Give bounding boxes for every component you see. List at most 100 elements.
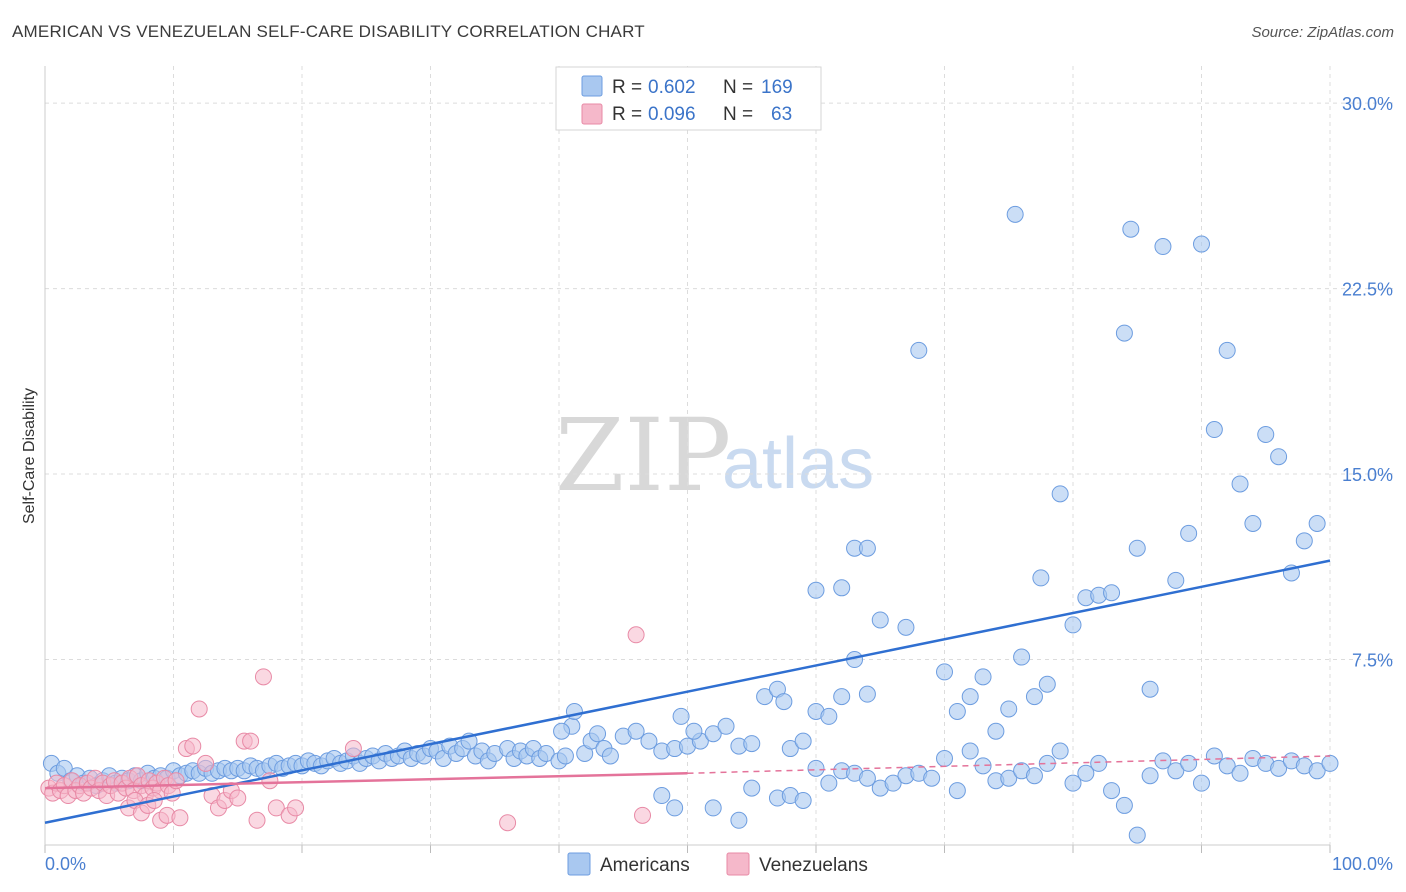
americans-point-185	[1167, 571, 1185, 589]
venezuelans-point-59	[344, 740, 362, 758]
americans-point-151	[1231, 764, 1249, 782]
venezuelans-point-56	[267, 799, 285, 817]
americans-point-175	[1038, 675, 1056, 693]
americans-point-87	[640, 732, 658, 750]
americans-point-129	[948, 782, 966, 800]
venezuelans-point-44	[190, 700, 208, 718]
legend-swatch-americans	[581, 75, 603, 97]
americans-point-92	[704, 725, 722, 743]
americans-point-171	[987, 722, 1005, 740]
venezuelans-point-58	[287, 799, 305, 817]
americans-point-173	[1013, 648, 1031, 666]
americans-point-148	[1193, 774, 1210, 792]
venezuelans-trend-line	[44, 772, 688, 790]
legend-r-value-venezuelans: 0.096	[648, 104, 696, 125]
americans-point-168	[948, 702, 966, 720]
venezuelans-point-50	[229, 789, 247, 807]
americans-point-114	[743, 779, 761, 797]
americans-point-196	[1308, 515, 1326, 533]
americans-point-146	[1167, 762, 1185, 780]
americans-point-183	[1141, 680, 1159, 698]
americans-point-176	[1051, 485, 1069, 503]
americans-point-184	[1154, 238, 1172, 256]
source-label: Source: ZipAtlas.com	[1251, 24, 1394, 41]
legend-r-label-americans: R =	[612, 77, 642, 98]
americans-point-82	[589, 725, 607, 743]
venezuelans-point-43	[184, 737, 202, 755]
y-tick-label-7.5: 7.5%	[1352, 651, 1393, 671]
legend-n-value-venezuelans: 63	[771, 104, 792, 125]
americans-point-122	[858, 769, 876, 787]
americans-point-193	[1270, 448, 1288, 466]
series-legend: Americans Venezuelans	[567, 852, 868, 876]
americans-point-190	[1231, 475, 1249, 493]
americans-trend-line	[44, 559, 1331, 824]
americans-point-172	[1000, 700, 1018, 718]
americans-point-135	[1025, 767, 1043, 785]
y-tick-label-22.5: 22.5%	[1342, 280, 1393, 300]
bottom-legend-americans: Americans	[600, 855, 690, 876]
americans-point-182	[1128, 539, 1146, 557]
americans-point-150	[1218, 757, 1236, 775]
americans-point-127	[923, 769, 941, 787]
legend-r-label-venezuelans: R =	[612, 104, 642, 125]
americans-point-160	[807, 581, 825, 599]
americans-point-191	[1244, 515, 1262, 533]
americans-point-141	[1103, 782, 1121, 800]
americans-point-186	[1180, 524, 1198, 542]
americans-point-86	[627, 722, 645, 740]
legend-r-value-americans: 0.602	[648, 77, 696, 98]
americans-point-149	[1205, 747, 1223, 765]
y-tick-label-15: 15.0%	[1342, 465, 1393, 485]
americans-point-139	[1077, 764, 1095, 782]
americans-point-107	[833, 688, 851, 706]
americans-point-165	[897, 618, 915, 636]
americans-point-142	[1115, 796, 1133, 814]
americans-point-124	[884, 774, 902, 792]
x-tick-label-0: 0.0%	[45, 854, 86, 874]
americans-point-128	[936, 749, 953, 767]
americans-point-119	[820, 774, 838, 792]
americans-point-154	[1270, 759, 1288, 777]
americans-point-180	[1103, 584, 1121, 602]
americans-point-164	[871, 611, 889, 629]
venezuelans-point-61	[499, 814, 517, 832]
americans-point-133	[1000, 769, 1018, 787]
americans-point-177	[1064, 616, 1082, 634]
bottom-legend-swatch-americans	[567, 852, 591, 876]
americans-point-159	[1025, 688, 1043, 706]
venezuelans-point-60	[627, 626, 645, 644]
bottom-legend-swatch-venezuelans	[726, 852, 750, 876]
americans-point-144	[1141, 767, 1159, 785]
trend-lines	[44, 559, 1331, 824]
americans-point-187	[1193, 235, 1210, 253]
watermark-atlas: atlas	[722, 424, 874, 504]
americans-point-130	[961, 742, 979, 760]
americans-point-97	[672, 707, 690, 725]
venezuelans-trend-extension	[687, 755, 1331, 775]
venezuelans-point-53	[248, 811, 266, 829]
americans-point-102	[775, 693, 793, 711]
americans-point-113	[730, 811, 748, 829]
legend-swatch-venezuelans	[581, 103, 603, 125]
americans-point-188	[1205, 421, 1223, 439]
americans-point-167	[936, 663, 953, 681]
americans-point-158	[1321, 754, 1339, 772]
americans-point-76	[537, 744, 555, 762]
venezuelans-point-52	[242, 732, 260, 750]
americans-point-84	[601, 747, 619, 765]
americans-points	[42, 205, 1339, 844]
americans-point-93	[717, 717, 735, 735]
americans-point-112	[704, 799, 722, 817]
x-tick-label-100: 100.0%	[1332, 854, 1393, 874]
americans-point-197	[1122, 220, 1140, 238]
americans-point-161	[833, 579, 851, 597]
americans-point-99	[743, 735, 761, 753]
venezuelans-point-54	[254, 668, 272, 686]
americans-point-170	[974, 668, 992, 686]
y-tick-labels: 7.5% 15.0% 22.5% 30.0%	[1342, 94, 1393, 670]
americans-point-189	[1218, 341, 1236, 359]
americans-point-117	[794, 791, 812, 809]
americans-point-181	[1115, 324, 1133, 342]
